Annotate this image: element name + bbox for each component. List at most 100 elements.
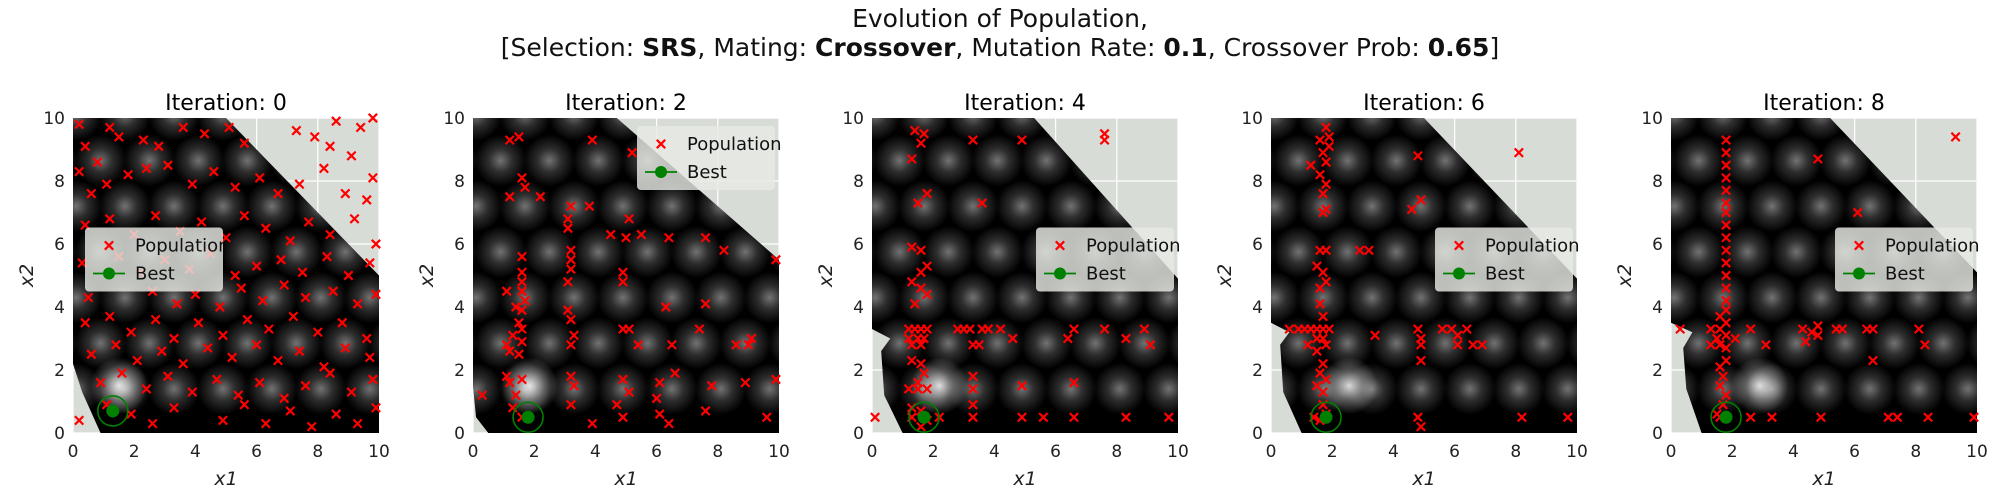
population-marker — [663, 418, 674, 429]
population-marker — [565, 254, 576, 265]
population-marker — [239, 399, 250, 410]
population-marker — [617, 412, 628, 423]
y-axis-label: x2 — [1214, 264, 1236, 288]
field-blob — [393, 363, 445, 415]
field-blob — [1941, 362, 1977, 415]
field-blob — [196, 362, 249, 415]
population-marker — [906, 242, 917, 253]
field-blob — [473, 317, 478, 370]
field-blob — [670, 317, 723, 370]
field-blob — [123, 317, 176, 370]
field-blob — [1394, 180, 1447, 233]
population-marker — [1721, 257, 1732, 268]
crossover-value: 0.65 — [1427, 33, 1490, 62]
population-marker — [150, 210, 161, 221]
population-marker — [562, 223, 573, 234]
field-blob — [474, 317, 527, 370]
field-blob — [123, 134, 176, 187]
field-blob — [800, 363, 852, 415]
population-marker — [1730, 333, 1741, 344]
population-marker — [1415, 355, 1426, 366]
population-marker — [870, 412, 881, 423]
population-marker — [355, 122, 366, 133]
population-marker — [92, 157, 103, 168]
population-marker — [116, 368, 127, 379]
population-marker — [331, 409, 342, 420]
x-tick-label: 0 — [468, 442, 479, 462]
population-marker — [1324, 324, 1335, 335]
population-marker — [230, 270, 241, 281]
x-tick-label: 6 — [251, 442, 262, 462]
population-marker — [233, 390, 244, 401]
population-marker — [909, 298, 920, 309]
legend-population-marker — [1854, 240, 1864, 251]
field-blob — [73, 317, 78, 370]
population-marker — [325, 368, 336, 379]
population-marker — [141, 383, 152, 394]
population-marker — [1299, 324, 1310, 335]
population-marker — [279, 279, 290, 290]
population-marker — [138, 135, 149, 146]
best-marker — [917, 410, 931, 424]
population-marker — [565, 314, 576, 325]
y-tick-label: 2 — [853, 361, 864, 381]
population-marker — [110, 339, 121, 350]
population-marker — [1324, 131, 1335, 142]
population-marker — [507, 330, 518, 341]
field-blob — [368, 317, 379, 370]
legend-best-marker — [1853, 267, 1865, 280]
field-blob — [1991, 180, 2000, 232]
population-marker — [510, 302, 521, 312]
population-marker — [977, 198, 988, 209]
population-marker — [251, 339, 262, 350]
x-tick-label: 4 — [989, 442, 1000, 462]
legend-box — [637, 126, 775, 190]
population-marker — [1321, 245, 1332, 256]
population-marker — [919, 368, 929, 379]
field-blob — [1394, 271, 1447, 324]
field-blob — [547, 180, 600, 233]
crossover-label: Crossover Prob: — [1223, 33, 1420, 62]
best-ring — [96, 395, 129, 427]
x-axis-label: x1 — [1811, 468, 1835, 490]
legend-population-label: Population — [1885, 236, 1980, 257]
population-marker — [104, 311, 115, 322]
population-marker — [909, 125, 920, 136]
population-marker — [915, 267, 926, 278]
x-tick-label: 2 — [129, 442, 140, 462]
y-tick-label: 6 — [1252, 235, 1263, 255]
population-marker — [1968, 412, 1979, 423]
field-blob — [1591, 180, 1643, 232]
legend-box — [1036, 227, 1174, 292]
best-marker — [521, 410, 535, 424]
population-marker — [325, 229, 336, 240]
population-marker — [178, 122, 189, 133]
field-blob — [1167, 317, 1178, 370]
y-tick-label: 4 — [454, 298, 465, 318]
population-marker — [1767, 412, 1777, 423]
population-marker — [242, 314, 253, 325]
population-marker — [113, 131, 124, 142]
field-blob — [800, 180, 852, 232]
x-tick-label: 0 — [1266, 442, 1277, 462]
field-blob — [547, 362, 600, 415]
population-marker — [1892, 412, 1903, 423]
field-blob — [473, 118, 503, 141]
population-marker — [1437, 324, 1448, 335]
population-marker — [516, 324, 527, 335]
field-blob — [319, 317, 372, 370]
population-marker — [516, 336, 527, 347]
population-marker — [187, 387, 198, 398]
population-marker — [104, 213, 115, 224]
population-marker — [651, 393, 662, 404]
population-marker — [1016, 135, 1027, 146]
field-blob — [793, 363, 845, 415]
population-marker — [202, 342, 213, 353]
subplot-title: Iteration: 8 — [1763, 91, 1885, 116]
population-marker — [746, 333, 757, 344]
legend-population-marker — [104, 240, 114, 251]
population-marker — [718, 245, 729, 256]
field-blob — [596, 180, 649, 233]
field-blob — [1671, 317, 1676, 370]
field-blob — [73, 180, 103, 233]
